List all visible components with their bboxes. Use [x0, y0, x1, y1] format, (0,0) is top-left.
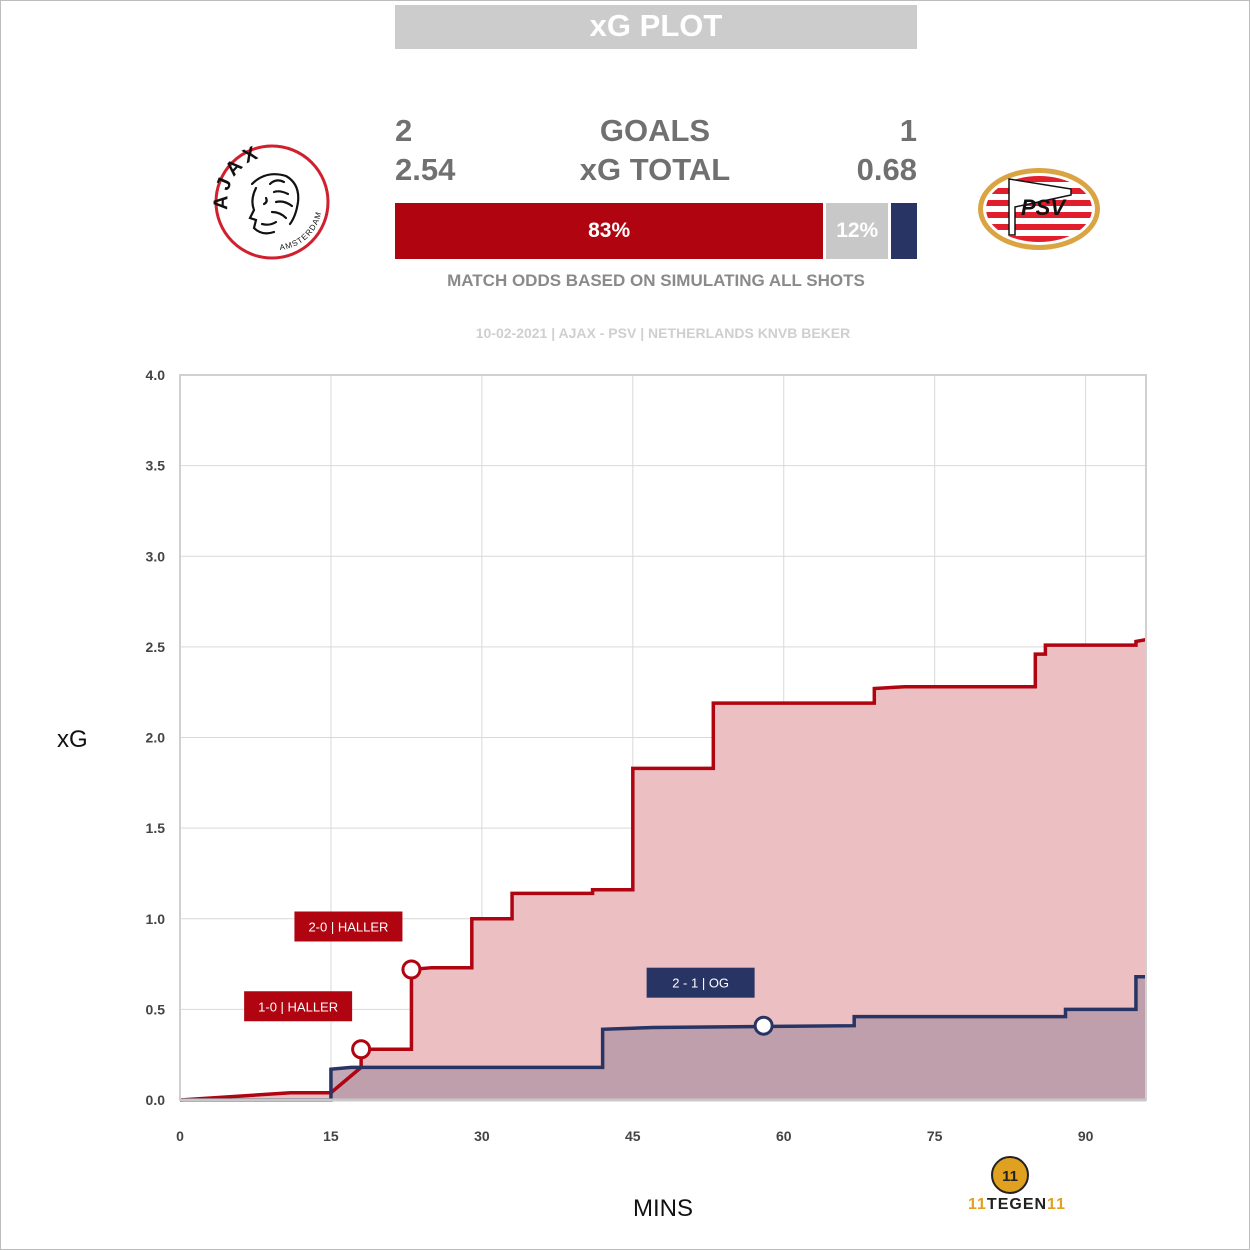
series-line-psv [180, 975, 1146, 1102]
svg-text:PSV: PSV [1021, 195, 1067, 220]
x-tick-label: 60 [776, 1128, 792, 1144]
series-line-ajax [179, 637, 1147, 1102]
goal-label: 2-0 | HALLER [308, 920, 388, 935]
home-win-odds-label: 83% [588, 219, 631, 242]
page-title: xG PLOT [395, 5, 917, 49]
goal-label-box [646, 967, 755, 998]
odds-note: MATCH ODDS BASED ON SIMULATING ALL SHOTS [447, 271, 865, 290]
y-tick-label: 2.0 [146, 730, 166, 746]
match-info: 10-02-2021 | AJAX - PSV | NETHERLANDS KN… [475, 325, 851, 341]
home-win-odds-bar: 83% [395, 203, 824, 259]
goal-label: 2 - 1 | OG [672, 976, 729, 991]
y-tick-label: 0.5 [146, 1001, 166, 1017]
y-tick-label: 0.0 [146, 1092, 166, 1108]
y-axis-title: xG [57, 726, 88, 753]
goal-label: 1-0 | HALLER [258, 999, 338, 1014]
brand-logo: 11 [991, 1156, 1029, 1194]
draw-odds-label: 12% [836, 219, 879, 242]
y-tick-label: 4.0 [146, 367, 166, 383]
psv-logo: PSV [978, 168, 1100, 250]
y-tick-label: 1.0 [146, 911, 166, 927]
draw-odds-bar: 12% [826, 203, 889, 259]
y-tick-label: 3.0 [146, 548, 166, 564]
x-tick-label: 15 [323, 1128, 339, 1144]
goal-label-box [244, 991, 353, 1022]
x-tick-label: 90 [1078, 1128, 1094, 1144]
xg-total-label: xG TOTAL [579, 152, 731, 187]
series-area-ajax [180, 639, 1146, 1100]
away-xg-total: 0.68 [856, 152, 917, 187]
goal-marker [351, 1039, 372, 1060]
goal-marker [753, 1015, 774, 1036]
y-tick-label: 3.5 [146, 458, 166, 474]
x-axis-title: MINS [633, 1195, 693, 1222]
goal-label-box [294, 911, 403, 942]
x-tick-label: 45 [625, 1128, 641, 1144]
brand-wordmark: 11TEGEN11 [968, 1196, 1066, 1213]
away-win-odds-bar [891, 203, 917, 259]
goals-label: GOALS [599, 113, 711, 148]
x-tick-label: 30 [474, 1128, 490, 1144]
y-tick-label: 1.5 [146, 820, 166, 836]
home-goals: 2 [395, 113, 413, 148]
x-tick-label: 75 [927, 1128, 943, 1144]
goal-marker [401, 959, 422, 980]
series-area-psv [180, 976, 1146, 1100]
ajax-logo: AJAX AMSTERDAM [210, 141, 330, 260]
away-goals: 1 [899, 113, 917, 148]
svg-text:11: 11 [1002, 1168, 1018, 1185]
home-xg-total: 2.54 [395, 152, 456, 187]
y-tick-label: 2.5 [146, 639, 166, 655]
x-tick-label: 0 [176, 1128, 184, 1144]
